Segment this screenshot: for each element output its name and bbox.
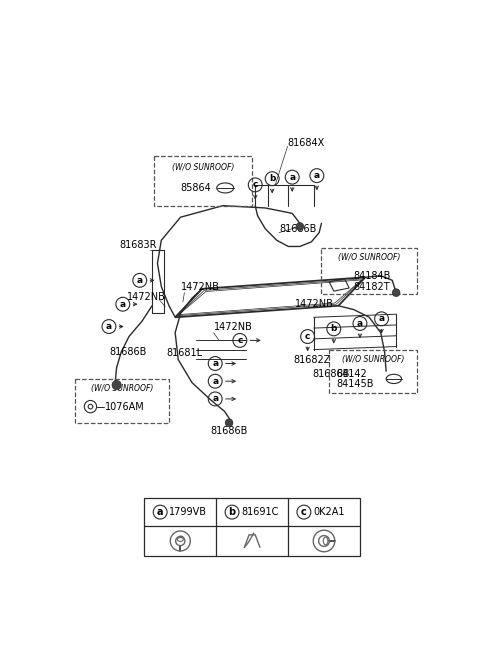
Text: 1799VB: 1799VB (169, 507, 207, 517)
Text: 0K2A1: 0K2A1 (313, 507, 345, 517)
Text: 81683R: 81683R (119, 240, 156, 250)
Text: a: a (289, 173, 295, 181)
Text: a: a (314, 171, 320, 180)
Text: 81686B: 81686B (312, 369, 349, 379)
Text: 81686B: 81686B (279, 224, 316, 234)
Text: c: c (237, 336, 242, 345)
Circle shape (225, 419, 233, 426)
Text: 1472NB: 1472NB (214, 322, 252, 332)
Circle shape (296, 223, 304, 231)
Circle shape (392, 289, 400, 297)
Text: b: b (331, 324, 337, 333)
Text: 84184B: 84184B (354, 271, 391, 281)
Text: (W/O SUNROOF): (W/O SUNROOF) (338, 253, 400, 262)
Text: 81686B: 81686B (210, 426, 248, 436)
Text: 84182T: 84182T (354, 282, 390, 291)
Text: 1076AM: 1076AM (105, 402, 145, 411)
Text: c: c (301, 507, 307, 517)
Text: 81684X: 81684X (288, 138, 325, 147)
Text: a: a (212, 359, 218, 368)
Text: c: c (252, 180, 258, 189)
Text: a: a (137, 276, 143, 285)
Text: a: a (212, 377, 218, 386)
Text: a: a (106, 322, 112, 331)
Text: (W/O SUNROOF): (W/O SUNROOF) (91, 384, 153, 394)
Text: 81682Z: 81682Z (294, 354, 331, 365)
Text: 81691C: 81691C (241, 507, 279, 517)
Text: 81681L: 81681L (167, 348, 203, 358)
Text: b: b (228, 507, 236, 517)
Text: a: a (378, 314, 384, 324)
Text: a: a (212, 394, 218, 403)
Text: 1472NB: 1472NB (127, 292, 166, 302)
Text: 84142: 84142 (337, 369, 368, 379)
Text: a: a (120, 300, 126, 309)
Text: 85864: 85864 (180, 183, 211, 193)
Text: a: a (357, 319, 363, 328)
Bar (329, 350, 417, 393)
Text: (W/O SUNROOF): (W/O SUNROOF) (342, 355, 404, 364)
Bar (144, 498, 360, 556)
Bar (154, 156, 252, 206)
Text: 1472NB: 1472NB (295, 299, 334, 309)
Circle shape (112, 381, 121, 390)
Text: c: c (305, 332, 310, 341)
Text: 81686B: 81686B (109, 347, 146, 357)
Text: b: b (269, 174, 276, 183)
Text: (W/O SUNROOF): (W/O SUNROOF) (172, 163, 234, 172)
Bar (75, 379, 169, 422)
Text: 84145B: 84145B (337, 379, 374, 389)
Text: 1472NB: 1472NB (180, 282, 219, 291)
Text: a: a (157, 507, 163, 517)
Bar (322, 248, 417, 294)
